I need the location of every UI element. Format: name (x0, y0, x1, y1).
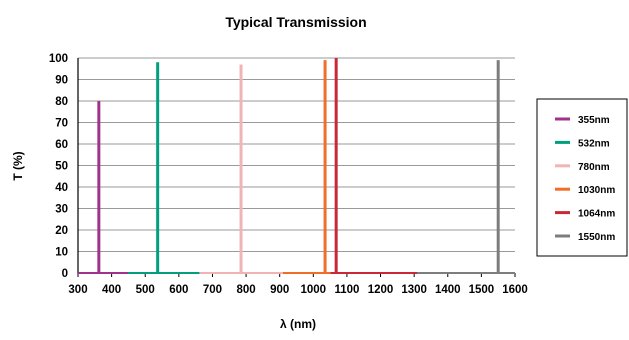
legend-label: 780nm (578, 162, 610, 173)
legend-label: 355nm (578, 115, 610, 126)
tick-labels: 0 10 20 30 40 50 60 70 80 90 100 300 400 500 600 700 800… (49, 53, 528, 296)
legend-label: 1030nm (578, 185, 615, 196)
axes (77, 58, 516, 277)
y-tick-label: 50 (55, 161, 68, 173)
grid-lines (78, 57, 515, 252)
x-tick-label: 1400 (435, 284, 461, 296)
y-tick-label: 80 (55, 96, 68, 108)
legend-box (536, 98, 628, 257)
series-532nm (128, 62, 200, 274)
y-tick-label: 40 (55, 182, 68, 194)
y-tick-label: 90 (55, 75, 68, 87)
y-tick-label: 20 (55, 225, 68, 237)
legend-label: 532nm (578, 138, 610, 149)
series-lines (78, 58, 515, 274)
y-tick-label: 10 (55, 247, 68, 259)
series-1030nm (283, 60, 331, 274)
legend-label: 1550nm (578, 232, 615, 243)
x-tick-label: 1000 (301, 284, 327, 296)
y-tick-label: 0 (62, 268, 68, 280)
y-tick-label: 30 (55, 204, 68, 216)
x-axis-label: λ (nm) (280, 317, 316, 331)
y-tick-label: 100 (49, 53, 68, 65)
legend-label: 1064nm (578, 209, 615, 220)
y-axis-label: T (%) (11, 151, 25, 180)
legend: 355nm 532nm 780nm 1030nm 1064nm 1550nm (536, 98, 628, 257)
x-tick-label: 600 (169, 284, 188, 296)
x-tick-label: 700 (203, 284, 222, 296)
x-tick-label: 1500 (469, 284, 495, 296)
x-tick-label: 1100 (334, 284, 359, 296)
series-1550nm (417, 60, 515, 274)
series-1064nm (330, 58, 418, 274)
x-tick-label: 1300 (401, 284, 427, 296)
y-tick-label: 60 (55, 139, 68, 151)
x-tick-label: 1200 (368, 284, 394, 296)
series-780nm (199, 64, 284, 274)
x-tick-label: 500 (136, 284, 155, 296)
y-tick-label: 70 (55, 118, 68, 130)
chart-title: Typical Transmission (225, 14, 366, 30)
series-355nm (78, 101, 129, 274)
x-tick-label: 800 (236, 284, 255, 296)
x-tick-label: 1600 (502, 284, 528, 296)
x-tick-label: 400 (102, 284, 121, 296)
x-tick-label: 300 (68, 284, 87, 296)
x-tick-label: 900 (270, 284, 289, 296)
